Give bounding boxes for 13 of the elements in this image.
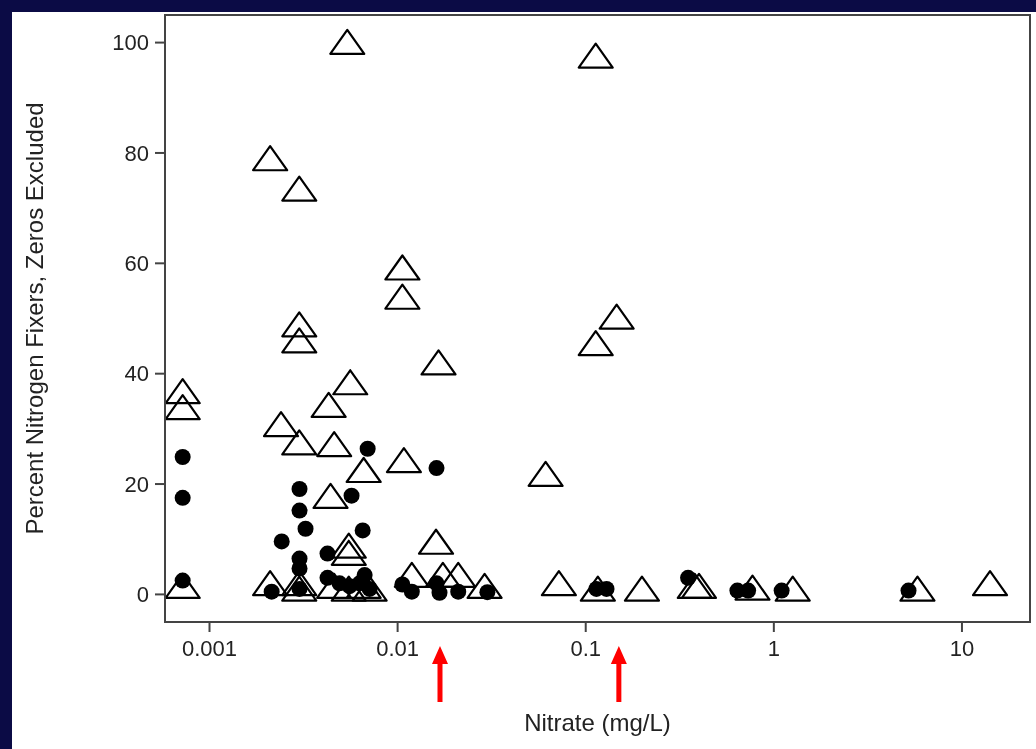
x-tick-label: 1	[767, 635, 780, 661]
x-tick-label: 10	[949, 635, 975, 661]
y-tick-label: 80	[124, 140, 149, 166]
y-tick-label: 40	[124, 361, 149, 387]
y-axis-title: Percent Nitrogen Fixers, Zeros Excluded	[20, 102, 48, 535]
x-tick-label: 0.001	[181, 635, 238, 661]
y-tick-label: 0	[136, 582, 149, 608]
x-axis-title: Nitrate (mg/L)	[524, 709, 671, 736]
y-tick-label: 100	[112, 30, 149, 56]
y-tick-label: 60	[124, 251, 149, 277]
x-tick-label: 0.1	[570, 635, 602, 661]
x-tick-label: 0.01	[376, 635, 420, 661]
y-tick-label: 20	[124, 471, 149, 497]
